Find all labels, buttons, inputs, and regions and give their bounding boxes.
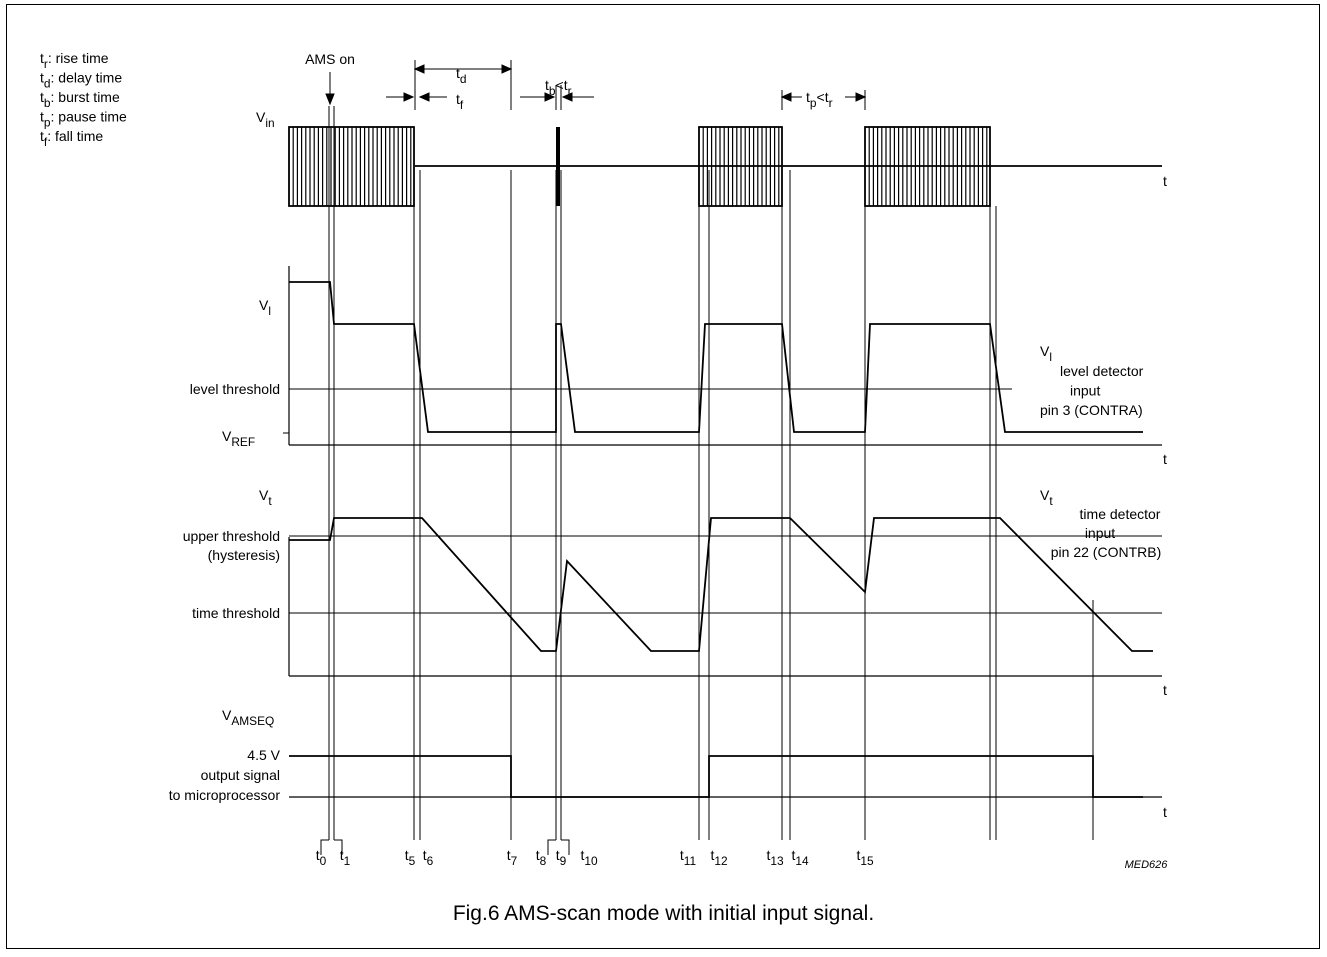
tf-label: tf xyxy=(456,91,464,112)
vt-note-line: pin 22 (CONTRB) xyxy=(1051,544,1161,560)
vl-note-line: level detector xyxy=(1060,363,1144,379)
time-mark-label: t1 xyxy=(340,847,351,868)
time-mark-label: t10 xyxy=(580,847,598,868)
tp-tr-label: tp<tr xyxy=(806,89,833,110)
signal-label-vl: Vl xyxy=(259,297,271,318)
time-mark-label: t15 xyxy=(856,847,874,868)
time-mark-label: t9 xyxy=(556,847,567,868)
vamseq-waveform xyxy=(289,755,1143,798)
signal-label-vamseq: VAMSEQ xyxy=(222,707,274,728)
axis-t-label-vl: t xyxy=(1163,451,1167,467)
hysteresis-label: (hysteresis) xyxy=(208,547,280,563)
output-label-3: to microprocessor xyxy=(169,787,281,803)
time-mark-label: t0 xyxy=(316,847,327,868)
signal-label-vt: Vt xyxy=(259,487,272,508)
ams-on-arrow-head xyxy=(325,93,335,106)
tf-arrow-r xyxy=(418,92,430,102)
tb-tr-label: tb<tr xyxy=(545,77,572,98)
label-bracket xyxy=(334,839,343,855)
time-mark-label: t8 xyxy=(536,847,547,868)
upper-threshold-label: upper threshold xyxy=(183,528,280,544)
waveform-lines xyxy=(283,60,1162,855)
time-mark-label: t12 xyxy=(710,847,728,868)
vl-note-line: input xyxy=(1070,383,1100,399)
time-mark-label: t11 xyxy=(680,847,697,868)
figure-frame xyxy=(6,4,1320,949)
tf-arrow-l xyxy=(403,92,415,102)
legend-item: tf: fall time xyxy=(40,128,103,149)
label-bracket xyxy=(320,839,329,855)
time-mark-label: t6 xyxy=(423,847,434,868)
label-bracket xyxy=(547,839,556,855)
vt-waveform xyxy=(289,517,1153,652)
legend-item: tb: burst time xyxy=(40,89,120,110)
axis-t-label-vt: t xyxy=(1163,682,1167,698)
time-mark-label: t14 xyxy=(791,847,809,868)
label-bracket xyxy=(561,839,570,855)
time-threshold-label: time threshold xyxy=(192,605,280,621)
td-arrow-l xyxy=(413,64,425,74)
legend-item: tr: rise time xyxy=(40,50,109,71)
tb-arrow-l xyxy=(544,92,556,102)
figure-caption: Fig.6 AMS-scan mode with initial input s… xyxy=(452,902,875,925)
legend-item: td: delay time xyxy=(40,70,122,91)
signal-label-vin: Vin xyxy=(256,109,275,130)
axis-t-label-vamseq: t xyxy=(1163,804,1167,820)
time-mark-label: t5 xyxy=(405,847,416,868)
figure-code: MED626 xyxy=(1125,859,1169,871)
ams-on-label: AMS on xyxy=(305,51,355,67)
tb-arrow-r xyxy=(561,92,573,102)
vt-note-line: time detector xyxy=(1080,506,1161,522)
tp-arrow-r xyxy=(855,92,867,102)
time-mark-label: t7 xyxy=(507,847,518,868)
output-label-2: output signal xyxy=(201,767,280,783)
tp-arrow-l xyxy=(780,92,792,102)
vl-note-title: Vl xyxy=(1040,343,1052,364)
vref-label: VREF xyxy=(222,428,255,449)
vl-waveform xyxy=(289,281,1143,433)
output-high-label: 4.5 V xyxy=(247,747,280,763)
time-mark-label: t13 xyxy=(766,847,784,868)
td-label: td xyxy=(456,65,467,86)
vl-note-line: pin 3 (CONTRA) xyxy=(1040,402,1143,418)
vt-note-line: input xyxy=(1085,525,1115,541)
vt-note-title: Vt xyxy=(1040,487,1053,508)
level-threshold-label: level threshold xyxy=(190,381,280,397)
axis-t-label-vin: t xyxy=(1163,173,1167,189)
legend-item: tp: pause time xyxy=(40,109,127,130)
td-arrow-r xyxy=(501,64,513,74)
